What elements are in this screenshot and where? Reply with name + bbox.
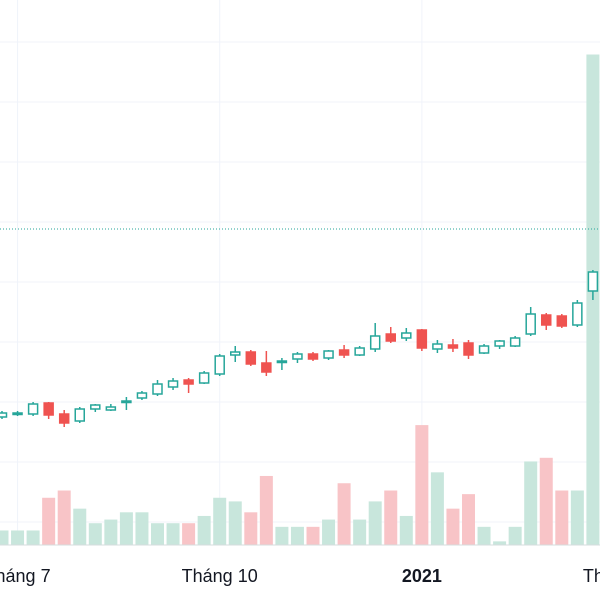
candle-body: [556, 315, 568, 327]
candle-body: [432, 343, 443, 350]
volume-bar: [26, 530, 40, 545]
candle-body: [230, 351, 241, 356]
candle-body: [121, 400, 132, 404]
candle-body: [214, 355, 225, 375]
candle-body: [136, 392, 148, 399]
volume-bar: [430, 472, 444, 545]
candle-body: [105, 406, 117, 411]
volume-bar: [384, 490, 398, 545]
x-tick-label: Tháng 10: [182, 566, 258, 586]
volume-bar: [182, 523, 196, 545]
candle-body: [292, 353, 303, 360]
candle-body: [245, 351, 257, 365]
volume-bar: [508, 526, 522, 545]
volume-bar: [88, 523, 102, 545]
candle-body: [463, 342, 474, 356]
candle-body: [401, 332, 412, 339]
volume-bar: [415, 425, 429, 545]
volume-bar: [306, 526, 320, 545]
volume-bar: [119, 512, 133, 545]
volume-bar: [539, 457, 553, 545]
candle-body: [90, 404, 101, 410]
candle-body: [354, 347, 365, 356]
volume-bar: [462, 494, 475, 545]
candle-body: [338, 349, 350, 356]
volume-bar: [104, 519, 118, 545]
volume-bar: [322, 519, 336, 545]
candle-body: [307, 353, 319, 360]
candle-body: [509, 337, 521, 347]
candle-body: [167, 380, 179, 388]
candle-body: [541, 314, 552, 326]
candle-body: [385, 333, 396, 342]
volume-bar: [135, 512, 149, 545]
candle-body: [572, 302, 583, 326]
volume-bar: [446, 508, 460, 545]
volume-bar: [11, 530, 25, 545]
x-tick-label: Tháng 1: [583, 566, 600, 586]
volume-bar: [166, 523, 180, 545]
volume-bar: [73, 508, 87, 545]
volume-bar: [0, 530, 9, 545]
volume-bar: [570, 490, 584, 545]
volume-bar: [399, 515, 413, 545]
volume-bar: [290, 526, 304, 545]
candle-body: [323, 350, 334, 359]
candle-body: [43, 402, 54, 416]
candle-body: [183, 379, 194, 385]
candle-body: [369, 335, 381, 350]
candle-body: [58, 413, 70, 424]
volume-bar: [368, 501, 382, 545]
volume-bar: [259, 475, 273, 545]
volume-bar: [353, 519, 367, 545]
volume-bar: [275, 526, 289, 545]
candle-body: [447, 344, 459, 349]
candle-body: [478, 345, 490, 354]
candle-body: [261, 362, 272, 373]
candle-body: [152, 383, 163, 395]
volume-bar: [337, 483, 351, 545]
candle-body: [587, 271, 599, 292]
volume-bar: [42, 497, 56, 545]
candle-body: [198, 372, 210, 384]
volume-bar: [555, 490, 569, 545]
candle-body: [494, 340, 505, 347]
volume-bar: [477, 526, 491, 545]
volume-bar: [244, 512, 258, 545]
volume-bar: [493, 541, 507, 545]
volume-bar: [213, 497, 227, 545]
x-tick-label: Tháng 7: [0, 566, 51, 586]
candle-body: [416, 329, 428, 349]
candle-body: [27, 403, 39, 415]
candle-body: [276, 360, 288, 364]
volume-bar: [524, 461, 538, 545]
candle-body: [0, 412, 8, 418]
candle-body: [525, 313, 536, 335]
volume-bar: [151, 523, 164, 545]
x-tick-label: 2021: [402, 566, 442, 586]
volume-bar: [57, 490, 71, 545]
volume-bar: [197, 515, 211, 545]
candle-body: [74, 408, 85, 422]
volume-bar: [228, 501, 242, 545]
candle-body: [12, 412, 23, 416]
